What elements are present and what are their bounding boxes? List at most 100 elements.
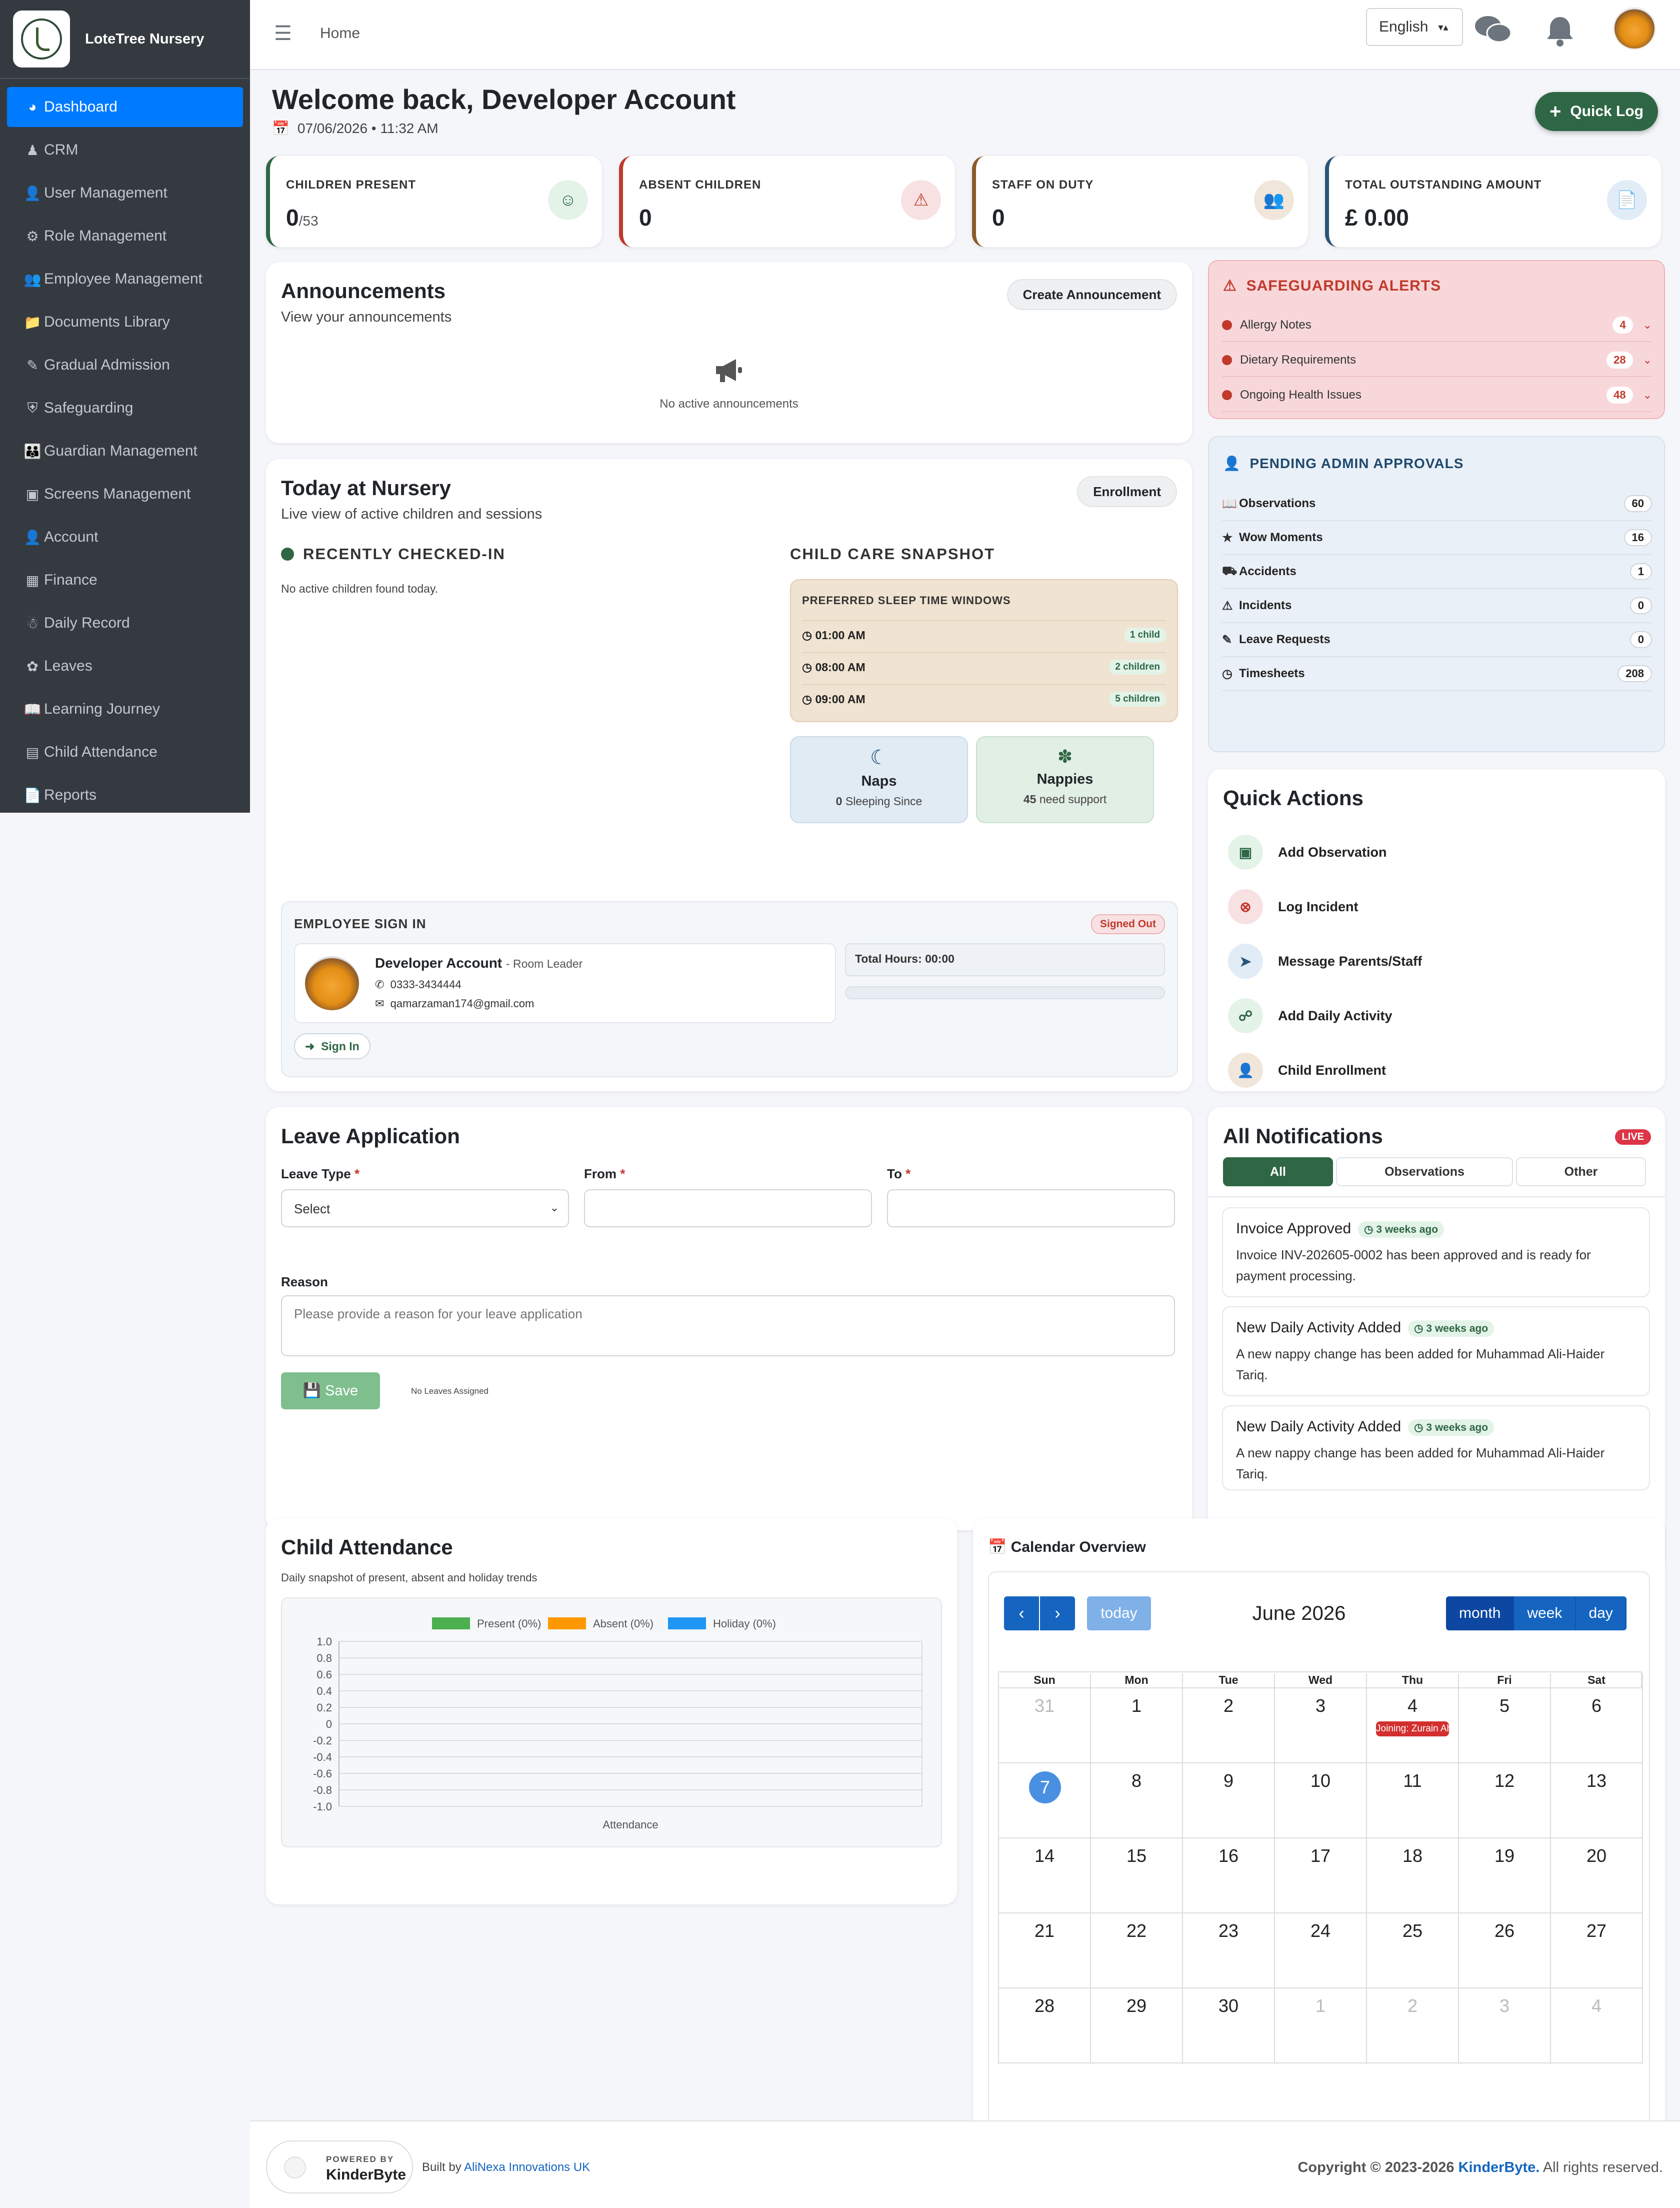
notification-item[interactable]: New Daily Activity Added ◷ 3 weeks ago A n… xyxy=(1222,1405,1650,1490)
calendar-day[interactable]: 1 xyxy=(1275,1988,1367,2063)
from-date-input[interactable] xyxy=(584,1189,872,1227)
notification-item[interactable]: Invoice Approved ◷ 3 weeks ago Invoice INV… xyxy=(1222,1207,1650,1297)
calendar-day[interactable]: 29 xyxy=(1091,1988,1183,2063)
chevron-down-icon[interactable]: ⌄ xyxy=(1642,319,1652,331)
stat-card-children-present[interactable]: CHILDREN PRESENT 0/53 ☺ xyxy=(266,156,602,247)
calendar-day[interactable]: 15 xyxy=(1091,1838,1183,1913)
stat-card-total-outstanding-amount[interactable]: TOTAL OUTSTANDING AMOUNT £ 0.00 📄 xyxy=(1325,156,1661,247)
language-select[interactable]: English ▾▴ xyxy=(1366,8,1463,46)
calendar-day[interactable]: 31 xyxy=(999,1688,1091,1763)
sidebar-item-role-management[interactable]: ⚙ Role Management xyxy=(7,216,243,256)
calendar-day[interactable]: 5 xyxy=(1459,1688,1551,1763)
sidebar-item-user-management[interactable]: 👤 User Management xyxy=(7,173,243,213)
notification-item[interactable]: New Daily Activity Added ◷ 3 weeks ago A n… xyxy=(1222,1306,1650,1396)
sign-in-button[interactable]: ➜ Sign In xyxy=(294,1033,370,1059)
calendar-prev-button[interactable]: ‹ xyxy=(1004,1596,1039,1630)
powered-by-badge[interactable]: POWERED BY KinderByte xyxy=(266,2140,413,2193)
naps-panel[interactable]: ☾ Naps 0 Sleeping Since xyxy=(790,736,968,823)
nappies-panel[interactable]: ✽ Nappies 45 need support xyxy=(976,736,1154,823)
calendar-day[interactable]: 22 xyxy=(1091,1913,1183,1988)
calendar-day[interactable]: 3 xyxy=(1459,1988,1551,2063)
leave-type-select[interactable]: Select ⌄ xyxy=(281,1189,569,1227)
quick-log-button[interactable]: + Quick Log xyxy=(1535,92,1658,131)
sidebar-item-screens-management[interactable]: ▣ Screens Management xyxy=(7,474,243,514)
calendar-event[interactable]: Joining: Zurain Ah xyxy=(1376,1721,1449,1736)
calendar-day[interactable]: 6 xyxy=(1551,1688,1643,1763)
legend-entry[interactable]: Holiday (0%) xyxy=(668,1617,776,1630)
calendar-day[interactable]: 8 xyxy=(1091,1763,1183,1838)
sidebar-item-learning-journey[interactable]: 📖 Learning Journey xyxy=(7,689,243,729)
legend-entry[interactable]: Present (0%) xyxy=(432,1617,541,1630)
approval-row[interactable]: 📖 Observations 60 xyxy=(1222,487,1652,521)
to-date-input[interactable] xyxy=(887,1189,1175,1227)
user-avatar[interactable] xyxy=(1613,7,1656,50)
approval-row[interactable]: ⛟ Accidents 1 xyxy=(1222,555,1652,589)
calendar-day[interactable]: 27 xyxy=(1551,1913,1643,1988)
calendar-day[interactable]: 23 xyxy=(1183,1913,1275,1988)
sidebar-item-dashboard[interactable]: ◕ Dashboard xyxy=(7,87,243,127)
sidebar-item-reports[interactable]: 📄 Reports xyxy=(7,775,243,815)
quick-action-add-observation[interactable]: ▣ Add Observation xyxy=(1228,832,1387,872)
calendar-day[interactable]: 30 xyxy=(1183,1988,1275,2063)
bell-icon[interactable] xyxy=(1545,15,1575,54)
save-button[interactable]: 💾 Save xyxy=(281,1372,380,1409)
calendar-day[interactable]: 21 xyxy=(999,1913,1091,1988)
approval-row[interactable]: ★ Wow Moments 16 xyxy=(1222,521,1652,555)
quick-action-add-daily-activity[interactable]: ☍ Add Daily Activity xyxy=(1228,996,1392,1036)
calendar-day[interactable]: 4 Joining: Zurain Ah xyxy=(1367,1688,1459,1763)
sidebar-item-gradual-admission[interactable]: ✎ Gradual Admission xyxy=(7,345,243,385)
calendar-day[interactable]: 18 xyxy=(1367,1838,1459,1913)
approval-row[interactable]: ◷ Timesheets 208 xyxy=(1222,657,1652,691)
sidebar-item-crm[interactable]: ♟ CRM xyxy=(7,130,243,170)
breadcrumb-home[interactable]: Home xyxy=(320,25,360,42)
calendar-day[interactable]: 14 xyxy=(999,1838,1091,1913)
safeguarding-row[interactable]: Allergy Notes 4 ⌄ xyxy=(1222,309,1652,342)
calendar-day[interactable]: 3 xyxy=(1275,1688,1367,1763)
chevron-down-icon[interactable]: ⌄ xyxy=(1642,354,1652,366)
tab-all[interactable]: All xyxy=(1223,1157,1333,1186)
tab-observations[interactable]: Observations xyxy=(1336,1157,1513,1186)
calendar-today-button[interactable]: today xyxy=(1087,1596,1151,1630)
calendar-day[interactable]: 1 xyxy=(1091,1688,1183,1763)
tab-other[interactable]: Other xyxy=(1516,1157,1646,1186)
sidebar-item-daily-record[interactable]: ☃ Daily Record xyxy=(7,603,243,643)
calendar-day[interactable]: 20 xyxy=(1551,1838,1643,1913)
sidebar-item-child-attendance[interactable]: ▤ Child Attendance xyxy=(7,732,243,772)
chevron-down-icon[interactable]: ⌄ xyxy=(1642,389,1652,401)
calendar-view-week[interactable]: week xyxy=(1514,1596,1576,1630)
calendar-day[interactable]: 2 xyxy=(1183,1688,1275,1763)
create-announcement-button[interactable]: Create Announcement xyxy=(1006,279,1177,310)
reason-textarea[interactable] xyxy=(281,1295,1175,1356)
calendar-day[interactable]: 13 xyxy=(1551,1763,1643,1838)
calendar-day[interactable]: 17 xyxy=(1275,1838,1367,1913)
quick-action-child-enrollment[interactable]: 👤 Child Enrollment xyxy=(1228,1050,1386,1090)
quick-action-log-incident[interactable]: ⊗ Log Incident xyxy=(1228,887,1358,927)
legend-entry[interactable]: Absent (0%) xyxy=(548,1617,654,1630)
calendar-day[interactable]: 4 xyxy=(1551,1988,1643,2063)
sidebar-item-safeguarding[interactable]: ⛨ Safeguarding xyxy=(7,388,243,428)
calendar-day[interactable]: 25 xyxy=(1367,1913,1459,1988)
menu-toggle-icon[interactable]: ☰ xyxy=(274,23,292,45)
stat-card-staff-on-duty[interactable]: STAFF ON DUTY 0 👥 xyxy=(972,156,1308,247)
safeguarding-row[interactable]: Dietary Requirements 28 ⌄ xyxy=(1222,344,1652,377)
stat-card-absent-children[interactable]: ABSENT CHILDREN 0 ⚠ xyxy=(619,156,955,247)
calendar-view-day[interactable]: day xyxy=(1576,1596,1626,1630)
copyright-link[interactable]: KinderByte. xyxy=(1458,2159,1540,2175)
sidebar-item-guardian-management[interactable]: 👪 Guardian Management xyxy=(7,431,243,471)
calendar-day[interactable]: 11 xyxy=(1367,1763,1459,1838)
brand[interactable]: LoteTree Nursery xyxy=(0,0,250,79)
chat-icon[interactable] xyxy=(1474,14,1513,53)
approval-row[interactable]: ⚠ Incidents 0 xyxy=(1222,589,1652,623)
approval-row[interactable]: ✎ Leave Requests 0 xyxy=(1222,623,1652,657)
calendar-day[interactable]: 9 xyxy=(1183,1763,1275,1838)
calendar-day[interactable]: 12 xyxy=(1459,1763,1551,1838)
quick-action-message-parents-staff[interactable]: ➤ Message Parents/Staff xyxy=(1228,941,1422,981)
sidebar-item-documents-library[interactable]: 📁 Documents Library xyxy=(7,302,243,342)
calendar-day[interactable]: 10 xyxy=(1275,1763,1367,1838)
calendar-next-button[interactable]: › xyxy=(1040,1596,1075,1630)
calendar-day[interactable]: 2 xyxy=(1367,1988,1459,2063)
safeguarding-row[interactable]: Ongoing Health Issues 48 ⌄ xyxy=(1222,379,1652,412)
calendar-day[interactable]: 24 xyxy=(1275,1913,1367,1988)
calendar-day[interactable]: 28 xyxy=(999,1988,1091,2063)
calendar-day[interactable]: 19 xyxy=(1459,1838,1551,1913)
